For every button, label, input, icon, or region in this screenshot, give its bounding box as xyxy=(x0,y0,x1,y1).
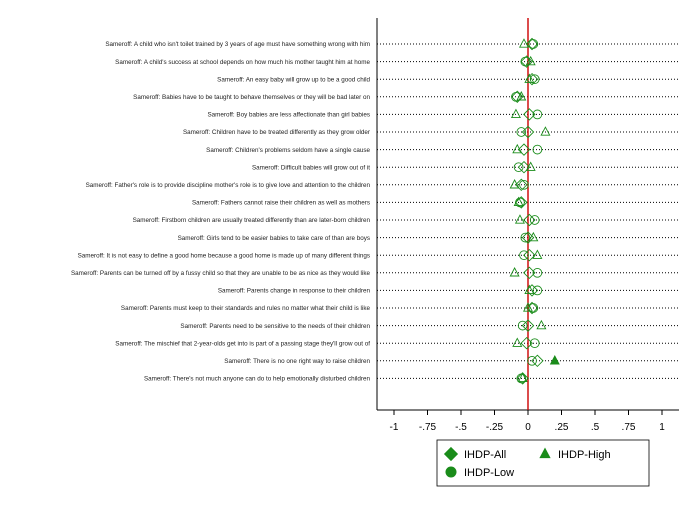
ihdp-all-marker xyxy=(531,354,544,368)
ihdp-low-marker xyxy=(529,74,540,85)
category-label: Sameroff: Firstborn children are usually… xyxy=(133,217,371,224)
ihdp-low-marker xyxy=(519,250,529,261)
ihdp-high-marker xyxy=(510,108,521,119)
ihdp-low-marker xyxy=(519,179,529,190)
ihdp-low-marker xyxy=(528,303,539,313)
ihdp-high-marker xyxy=(512,337,523,347)
ihdp-all-marker xyxy=(523,213,536,227)
category-label: Sameroff: It is not easy to define a goo… xyxy=(78,252,370,259)
ihdp-all-marker xyxy=(516,372,529,385)
category-label: Sameroff: Fathers cannot raise their chi… xyxy=(192,200,370,207)
category-label: Sameroff: Difficult babies will grow out… xyxy=(252,164,370,171)
ihdp-low-marker xyxy=(515,197,525,208)
category-labels: Sameroff: A child who isn't toilet train… xyxy=(71,41,371,382)
ihdp-low-marker xyxy=(516,373,527,384)
category-label: Sameroff: Parents must keep to their sta… xyxy=(121,305,371,312)
ihdp-high-marker xyxy=(549,355,560,365)
ihdp-high-marker xyxy=(509,179,520,189)
x-axis-ticks: -1 -.75 -.5 -.25 0 .25 .5 .75 1 xyxy=(390,410,665,433)
ihdp-all-marker xyxy=(520,55,533,68)
ihdp-low-marker xyxy=(528,39,539,49)
category-label: Sameroff: There is no one right way to r… xyxy=(224,358,370,365)
category-label: Sameroff: Father's role is to provide di… xyxy=(86,182,371,189)
category-label: Sameroff: A child who isn't toilet train… xyxy=(105,41,370,48)
legend-box xyxy=(436,439,650,487)
category-label: Sameroff: An easy baby will grow up to b… xyxy=(217,76,370,83)
legend-diamond-icon xyxy=(443,446,459,462)
ihdp-high-marker xyxy=(518,38,529,48)
category-label: Sameroff: Girls tend to be easier babies… xyxy=(178,235,370,242)
ihdp-high-marker xyxy=(523,302,533,312)
legend-label: IHDP-All xyxy=(464,449,506,461)
ihdp-low-marker xyxy=(511,91,521,102)
category-label: Sameroff: Parents change in response to … xyxy=(218,288,371,295)
ihdp-high-marker xyxy=(516,91,527,101)
ihdp-low-marker xyxy=(532,144,543,155)
ihdp-low-marker xyxy=(520,232,531,243)
ihdp-high-marker xyxy=(509,267,520,277)
category-label: Sameroff: Children have to be treated di… xyxy=(183,129,370,136)
category-label: Sameroff: Boy babies are less affectiona… xyxy=(207,112,370,119)
x-tick-label: 1 xyxy=(659,422,665,433)
ihdp-low-marker xyxy=(513,162,524,173)
ihdp-high-marker xyxy=(540,126,551,136)
category-label: Sameroff: A child's success at school de… xyxy=(115,59,370,66)
x-tick-label: -.5 xyxy=(455,422,467,433)
legend-triangle-icon xyxy=(539,447,551,459)
ihdp-high-marker xyxy=(512,143,523,154)
ihdp-all-marker xyxy=(517,143,531,156)
x-tick-label: .25 xyxy=(555,422,569,433)
ihdp-low-marker xyxy=(520,56,531,67)
ihdp-high-marker xyxy=(525,55,536,66)
category-label: Sameroff: There's not much anyone can do… xyxy=(144,376,371,383)
ihdp-all-marker xyxy=(525,301,539,315)
ihdp-low-marker xyxy=(532,267,543,278)
ihdp-all-marker xyxy=(515,178,528,192)
legend-circle-icon xyxy=(445,466,457,478)
ihdp-low-marker xyxy=(527,355,537,366)
ihdp-all-marker xyxy=(521,125,535,139)
ihdp-high-marker xyxy=(524,73,535,83)
category-label: Sameroff: The mischief that 2-year-olds … xyxy=(115,340,370,347)
ihdp-all-marker xyxy=(511,90,524,104)
ihdp-high-marker xyxy=(536,319,547,330)
ihdp-all-marker xyxy=(525,37,539,51)
ihdp-high-marker xyxy=(514,214,525,224)
ihdp-low-marker xyxy=(532,109,543,120)
category-label: Sameroff: Children's problems seldom hav… xyxy=(206,147,370,154)
category-label: Sameroff: Babies have to be taught to be… xyxy=(133,94,370,101)
ihdp-high-marker xyxy=(528,231,539,242)
ihdp-low-marker xyxy=(532,285,543,296)
x-tick-label: .75 xyxy=(622,422,636,433)
x-tick-label: .5 xyxy=(591,422,600,433)
x-tick-label: 0 xyxy=(525,422,531,433)
ihdp-high-marker xyxy=(524,284,535,295)
ihdp-low-marker xyxy=(516,127,527,137)
ihdp-low-marker xyxy=(529,338,540,349)
ihdp-all-marker xyxy=(521,319,535,332)
ihdp-high-marker xyxy=(525,161,536,171)
ihdp-all-marker xyxy=(517,160,531,174)
ihdp-low-marker xyxy=(517,320,528,331)
legend-label: IHDP-High xyxy=(558,449,611,461)
ihdp-all-marker xyxy=(523,248,536,262)
x-tick-label: -.75 xyxy=(419,422,437,433)
legend-label: IHDP-Low xyxy=(464,467,514,479)
ihdp-low-marker xyxy=(529,215,540,225)
x-tick-label: -.25 xyxy=(486,422,504,433)
ihdp-high-marker xyxy=(513,196,524,207)
legend: IHDP-All IHDP-High IHDP-Low xyxy=(436,439,650,487)
ihdp-high-marker xyxy=(532,249,543,259)
category-label: Sameroff: Parents can be turned off by a… xyxy=(71,270,371,277)
x-tick-label: -1 xyxy=(390,422,399,433)
category-label: Sameroff: Parents need to be sensitive t… xyxy=(180,323,370,330)
data-markers xyxy=(509,37,560,385)
ihdp-high-marker xyxy=(517,372,528,383)
